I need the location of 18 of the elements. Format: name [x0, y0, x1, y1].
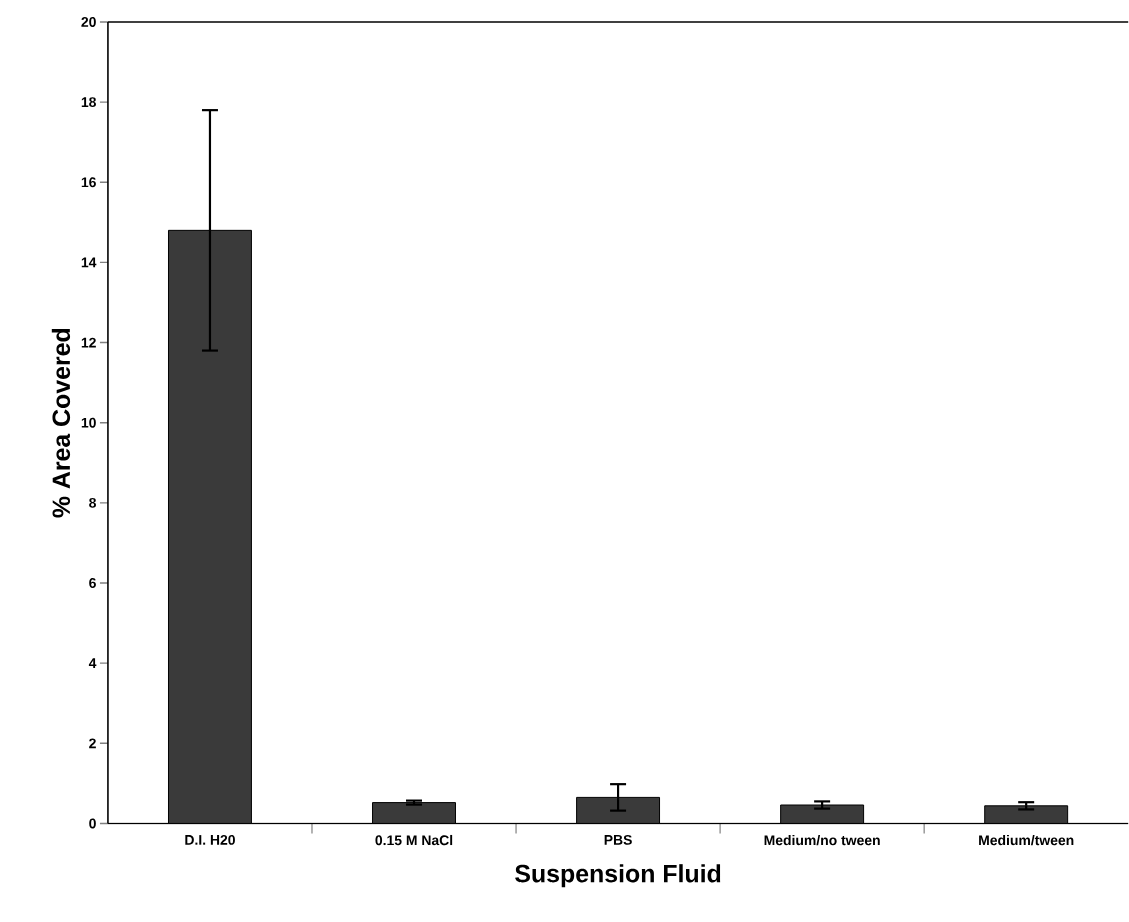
- y-tick-label: 4: [88, 658, 97, 668]
- y-axis-title: % Area Covered: [51, 328, 71, 518]
- y-tick-label: 10: [81, 417, 96, 428]
- x-axis-title: Suspension Fluid: [515, 863, 721, 888]
- x-tick-label: Medium/tween: [979, 834, 1074, 846]
- y-tick-label: 8: [89, 497, 96, 508]
- y-tick-label: 16: [81, 177, 96, 188]
- y-tick-label: 6: [89, 577, 96, 588]
- x-tick-label: D.I. H20: [185, 834, 235, 845]
- y-tick-label: 18: [81, 96, 96, 107]
- x-tick-label: PBS: [604, 834, 632, 845]
- y-tick-label: 20: [81, 16, 96, 27]
- y-tick-label: 14: [81, 257, 97, 268]
- y-tick-label: 12: [81, 337, 96, 348]
- y-tick-label: 2: [89, 738, 96, 748]
- x-tick-label: 0.15 M NaCl: [375, 834, 453, 846]
- x-tick-label: Medium/no tween: [764, 834, 880, 846]
- y-tick-label: 0: [89, 818, 96, 829]
